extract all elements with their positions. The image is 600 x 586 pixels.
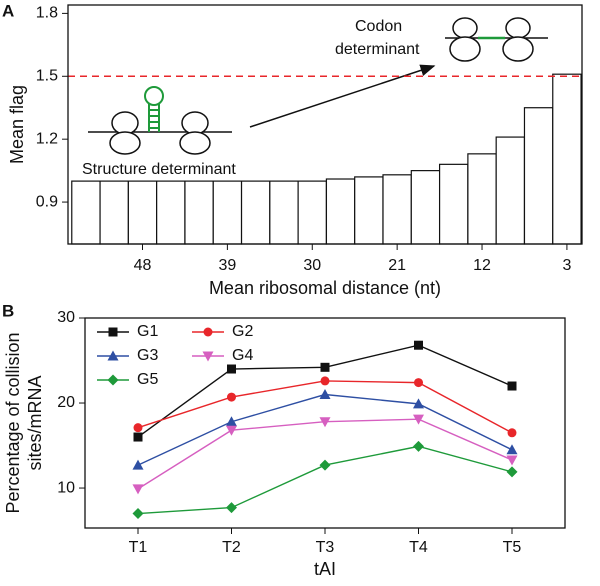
x-axis-label: Mean ribosomal distance (nt) <box>209 278 441 298</box>
y-tick-label: 30 <box>57 309 75 326</box>
marker <box>133 423 143 433</box>
bar <box>156 180 186 245</box>
marker <box>107 374 119 386</box>
x-tick-label: 3 <box>562 257 571 274</box>
x-tick-label: T2 <box>222 539 241 556</box>
bar <box>438 163 469 245</box>
bar <box>127 180 158 245</box>
marker <box>226 416 237 427</box>
x-tick-label: T3 <box>316 539 335 556</box>
bar <box>269 180 299 245</box>
marker <box>227 364 236 374</box>
bar <box>495 136 526 245</box>
legend-label: G4 <box>232 347 253 364</box>
y-axis-label: Percentage of collision sites/mRNA <box>3 332 45 513</box>
y-tick-label: 1.8 <box>36 5 58 22</box>
y-tick-label: 10 <box>57 479 75 496</box>
marker <box>506 444 518 455</box>
bar <box>297 180 328 245</box>
legend-label: G2 <box>232 323 253 340</box>
marker <box>507 381 517 391</box>
bar <box>410 170 441 245</box>
y-axis-label-line: Percentage of collision <box>3 332 23 513</box>
bar <box>325 178 356 245</box>
panel-label: B <box>2 301 14 320</box>
marker <box>107 350 119 361</box>
panel-label: A <box>2 1 14 20</box>
x-tick-label: 12 <box>473 257 491 274</box>
x-tick-label: 30 <box>303 257 321 274</box>
marker <box>413 398 424 409</box>
marker <box>108 327 118 337</box>
marker <box>414 340 423 350</box>
bar <box>212 180 243 245</box>
x-axis-label: tAI <box>314 559 336 579</box>
marker <box>202 351 214 362</box>
x-tick-label: T4 <box>409 539 428 556</box>
y-axis-label-line: sites/mRNA <box>25 375 45 470</box>
legend-label: G3 <box>137 347 158 364</box>
marker <box>319 389 331 400</box>
marker <box>507 428 517 438</box>
plot-frame <box>67 4 583 245</box>
x-tick-label: 48 <box>134 257 152 274</box>
y-tick-label: 1.5 <box>36 67 58 84</box>
bar <box>467 153 497 245</box>
marker <box>226 502 237 514</box>
marker <box>414 378 423 388</box>
bar <box>240 180 271 245</box>
marker <box>320 362 330 372</box>
y-axis-label: Mean flag <box>7 85 27 164</box>
marker <box>413 440 424 452</box>
series-line <box>137 418 513 490</box>
x-tick-label: 21 <box>388 257 406 274</box>
bar <box>184 180 214 245</box>
marker <box>203 327 213 337</box>
plot-frame <box>84 317 566 529</box>
marker <box>132 508 144 520</box>
y-tick-label: 20 <box>57 394 75 411</box>
x-tick-label: 39 <box>218 257 236 274</box>
marker <box>320 376 330 386</box>
bar <box>354 176 384 245</box>
legend-label: G5 <box>137 371 158 388</box>
marker <box>133 432 143 442</box>
y-tick-label: 0.9 <box>36 193 58 210</box>
series-line <box>137 445 513 515</box>
annotation: Codon <box>355 18 402 35</box>
y-tick-label: 1.2 <box>36 130 58 147</box>
x-tick-label: T5 <box>503 539 522 556</box>
marker <box>132 484 144 495</box>
marker <box>506 466 518 478</box>
bar <box>552 73 582 245</box>
marker <box>319 417 331 428</box>
marker <box>413 414 424 425</box>
marker <box>506 455 518 466</box>
marker <box>227 392 236 402</box>
structure-icon <box>88 86 232 155</box>
codon-icon <box>445 17 548 62</box>
annotation: Structure determinant <box>82 161 236 178</box>
x-tick-label: T1 <box>129 539 148 556</box>
arrow <box>249 64 436 128</box>
bar <box>99 180 129 245</box>
marker <box>226 425 237 436</box>
bar <box>382 174 412 245</box>
legend-label: G1 <box>137 323 158 340</box>
marker <box>132 459 144 470</box>
bar <box>523 107 554 245</box>
annotation: determinant <box>335 41 420 58</box>
bar <box>71 180 101 245</box>
marker <box>319 459 331 471</box>
